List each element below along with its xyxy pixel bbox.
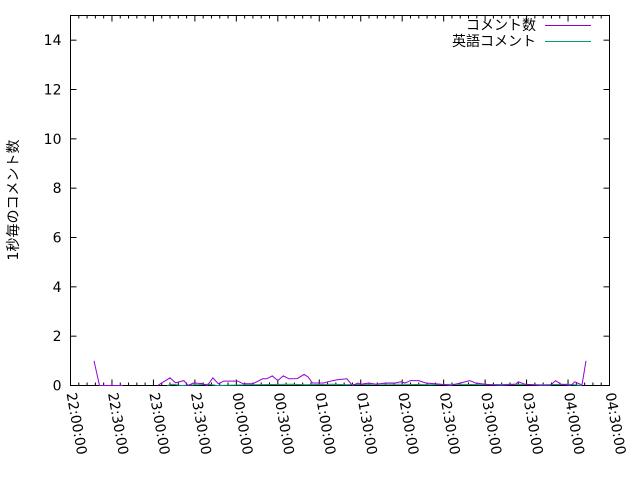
y-tick-label: 4 [53, 280, 62, 296]
x-tick-label: 01:30:00 [353, 391, 380, 456]
legend-label-1: 英語コメント [452, 33, 536, 50]
plot-border [70, 15, 610, 386]
series-line-0 [93, 360, 123, 386]
x-tick-label: 00:30:00 [270, 391, 297, 456]
y-axis: 0 2 4 6 8 10 12 14 [44, 33, 610, 395]
x-tick-label: 01:00:00 [311, 391, 338, 456]
y-tick-label: 14 [44, 33, 62, 49]
x-tick-label: 03:30:00 [519, 391, 546, 456]
y-tick-label: 6 [53, 231, 62, 247]
y-tick-label: 12 [44, 83, 62, 99]
y-tick-label: 2 [53, 329, 62, 345]
x-tick-label: 02:30:00 [436, 391, 463, 456]
x-axis: 22:00:00 22:30:00 23:00:00 23:30:00 00:00:00… [63, 15, 629, 456]
x-tick-label: 23:30:00 [187, 391, 214, 456]
y-axis-label: 1秒毎のコメント数 [6, 140, 22, 261]
x-tick-label: 00:00:00 [228, 391, 255, 456]
x-tick-label: 04:00:00 [560, 391, 587, 456]
x-tick-label: 03:00:00 [477, 391, 504, 456]
y-tick-label: 0 [53, 379, 62, 395]
x-tick-label: 22:30:00 [104, 391, 131, 456]
series-line-0 [157, 360, 587, 387]
y-tick-label: 10 [44, 132, 62, 148]
x-tick-label: 04:30:00 [602, 391, 629, 456]
x-tick-label: 02:00:00 [394, 391, 421, 456]
legend-label-0: コメント数 [466, 18, 536, 34]
y-tick-label: 8 [53, 181, 62, 197]
series-group [93, 360, 587, 387]
legend: コメント数 英語コメント [452, 18, 591, 50]
x-tick-label: 22:00:00 [63, 391, 90, 456]
x-tick-label: 23:00:00 [145, 391, 172, 456]
